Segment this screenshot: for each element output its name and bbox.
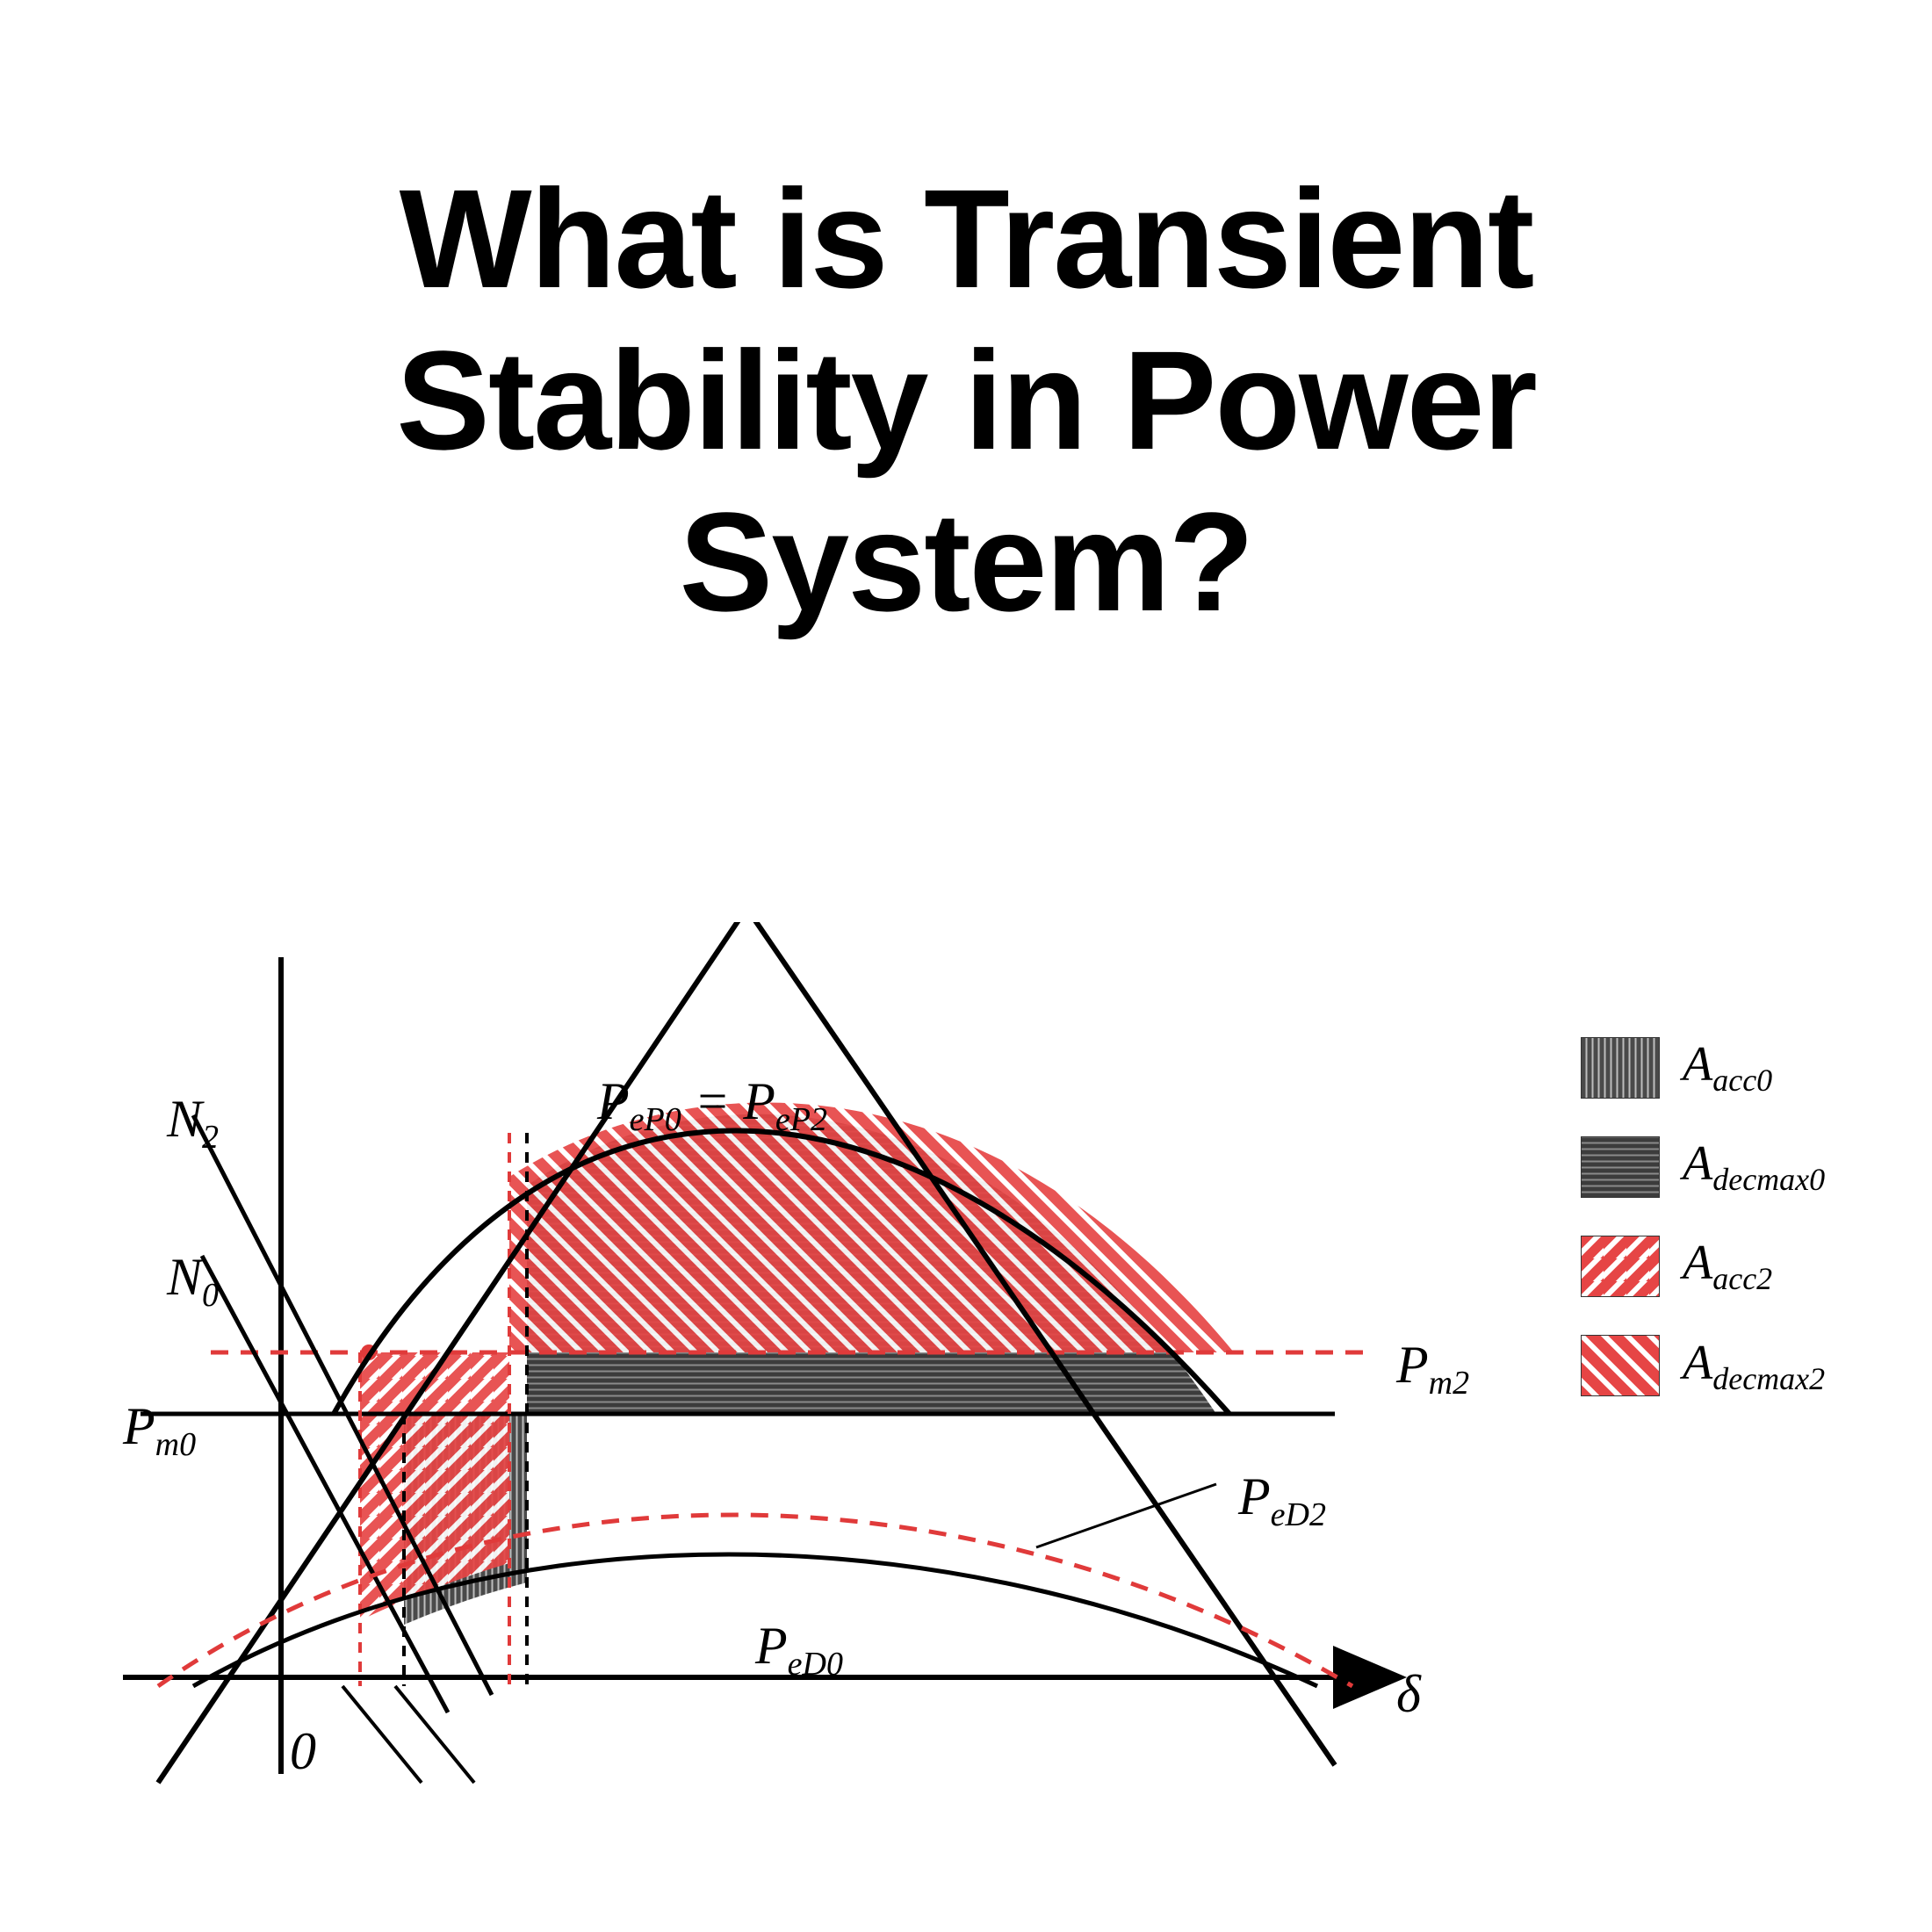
power-angle-chart: N2 N0 Pm0 PeP0 = PeP2 PeD0 PeD2 Pm2 δ 0 (105, 922, 1827, 1844)
legend-label-A_decmax0: Adecmax0 (1683, 1135, 1825, 1198)
legend-label-A_acc2: Aacc2 (1683, 1235, 1772, 1297)
legend-swatch-A_acc0 (1581, 1037, 1660, 1099)
label-PePtop: PeP0 = PeP2 (597, 1071, 827, 1139)
legend-swatch-A_acc2 (1581, 1236, 1660, 1297)
legend-swatch-A_decmax0 (1581, 1136, 1660, 1198)
legend-label-A_acc0: Aacc0 (1683, 1036, 1772, 1099)
legend-item-A_decmax0: Adecmax0 (1581, 1135, 1879, 1198)
legend-item-A_acc2: Aacc2 (1581, 1235, 1879, 1297)
label-N0: N0 (167, 1247, 219, 1315)
label-N2: N2 (167, 1089, 219, 1157)
label-PeD2: PeD2 (1238, 1467, 1326, 1534)
legend-item-A_decmax2: Adecmax2 (1581, 1335, 1879, 1397)
label-delta: δ (1396, 1664, 1421, 1725)
label-Pm0: Pm0 (123, 1396, 196, 1464)
legend-label-A_decmax2: Adecmax2 (1683, 1335, 1825, 1397)
legend-item-A_acc0: Aacc0 (1581, 1036, 1879, 1099)
page-title: What is TransientStability in PowerSyste… (0, 158, 1932, 643)
label-PeD0: PeD0 (755, 1616, 843, 1683)
legend: Aacc0 Adecmax0 Aacc2 Adecmax2 (1581, 1036, 1879, 1434)
label-Pm2: Pm2 (1396, 1335, 1469, 1402)
label-origin: 0 (290, 1721, 316, 1782)
legend-swatch-A_decmax2 (1581, 1335, 1660, 1396)
